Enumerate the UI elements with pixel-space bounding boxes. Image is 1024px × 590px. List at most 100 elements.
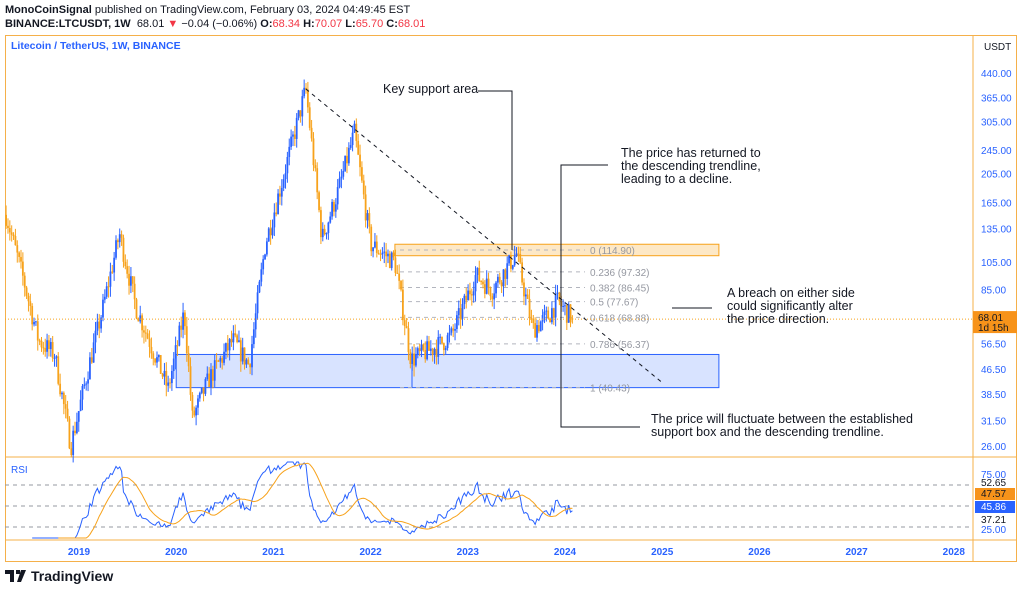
candle-body bbox=[442, 343, 445, 351]
candle-body bbox=[31, 306, 34, 325]
price-tick: 46.50 bbox=[981, 365, 1006, 376]
candle-body bbox=[75, 421, 78, 434]
candle-body bbox=[55, 356, 58, 358]
candle-body bbox=[89, 357, 91, 380]
close-label: C: bbox=[386, 18, 398, 30]
symbol: BINANCE:LTCUSDT, 1W bbox=[5, 18, 131, 30]
time-tick: 2021 bbox=[262, 547, 285, 558]
candle-body bbox=[7, 225, 9, 229]
candle-body bbox=[215, 360, 218, 362]
candle-body bbox=[433, 348, 436, 355]
candle-body bbox=[284, 173, 287, 180]
candle-body bbox=[40, 340, 43, 348]
candle-body bbox=[467, 290, 469, 301]
candle-body bbox=[357, 140, 360, 155]
tradingview-logo-icon bbox=[5, 570, 26, 582]
key-support-connector bbox=[478, 90, 513, 250]
candle-body bbox=[135, 299, 138, 319]
time-tick: 2020 bbox=[165, 547, 188, 558]
candle-body bbox=[353, 123, 356, 133]
candle-body bbox=[139, 315, 142, 322]
candle-body bbox=[228, 339, 231, 351]
candle-body bbox=[452, 328, 455, 331]
candle-body bbox=[349, 145, 352, 148]
candle-body bbox=[230, 339, 233, 343]
candle-body bbox=[379, 253, 382, 255]
fib-level-label: 0.5 (77.67) bbox=[590, 298, 638, 309]
candle-body bbox=[416, 348, 419, 355]
change: −0.04 (−0.06%) bbox=[181, 18, 258, 30]
candle-body bbox=[556, 292, 559, 294]
candle-body bbox=[422, 344, 425, 350]
candle-body bbox=[238, 340, 240, 342]
candle-body bbox=[493, 293, 496, 300]
candle-body bbox=[500, 282, 503, 287]
candle-body bbox=[35, 321, 37, 323]
candle-body bbox=[44, 347, 47, 352]
candle-body bbox=[169, 382, 171, 384]
candle-body bbox=[470, 294, 473, 296]
price-tick: 365.00 bbox=[981, 94, 1012, 105]
candle-body bbox=[234, 333, 237, 336]
candle-body bbox=[282, 179, 285, 188]
candle-body bbox=[320, 210, 322, 238]
candle-body bbox=[400, 280, 402, 290]
candle-body bbox=[394, 257, 397, 273]
candle-body bbox=[273, 212, 276, 228]
annotation-returned: The price has returned to the descending… bbox=[621, 147, 761, 186]
rsi-label[interactable]: RSI bbox=[11, 465, 28, 476]
candle-body bbox=[478, 267, 481, 281]
rsi-value-label: 47.57 bbox=[981, 489, 1006, 500]
tradingview-logo[interactable]: TradingView bbox=[5, 568, 113, 584]
candle-body bbox=[552, 308, 555, 318]
candle-body bbox=[562, 305, 564, 307]
candle-body bbox=[355, 123, 358, 141]
candle-body bbox=[359, 154, 361, 168]
price-tick: 245.00 bbox=[981, 146, 1012, 157]
text-line: leading to a decline. bbox=[621, 172, 733, 186]
candle-body bbox=[66, 408, 69, 419]
candle-body bbox=[12, 234, 15, 237]
candle-body bbox=[428, 341, 430, 351]
candle-body bbox=[25, 287, 28, 296]
candle-body bbox=[133, 283, 136, 300]
candle-body bbox=[310, 127, 313, 139]
candle-body bbox=[346, 155, 348, 164]
candle-body bbox=[252, 329, 255, 345]
candle-body bbox=[558, 292, 561, 302]
candle-body bbox=[226, 343, 229, 351]
price-tick: 305.00 bbox=[981, 117, 1012, 128]
candle-body bbox=[211, 369, 214, 381]
currency-label[interactable]: USDT bbox=[984, 42, 1012, 53]
rsi-value-label: 52.65 bbox=[981, 478, 1006, 489]
candle-body bbox=[5, 214, 7, 226]
candle-body bbox=[361, 167, 363, 181]
candle-body bbox=[321, 228, 324, 238]
candle-body bbox=[243, 347, 246, 365]
candle-body bbox=[124, 261, 127, 267]
price-tick: 26.00 bbox=[981, 442, 1006, 453]
candle-body bbox=[439, 336, 442, 338]
time-tick: 2025 bbox=[651, 547, 674, 558]
candle-body bbox=[81, 385, 84, 400]
time-tick: 2026 bbox=[748, 547, 771, 558]
candle-body bbox=[38, 340, 41, 342]
candle-body bbox=[94, 330, 97, 343]
candle-body bbox=[549, 318, 551, 323]
candle-body bbox=[431, 348, 434, 355]
candle-body bbox=[189, 366, 192, 395]
candle-body bbox=[474, 274, 477, 292]
candle-body bbox=[241, 347, 244, 362]
candle-body bbox=[131, 276, 134, 284]
candle-body bbox=[122, 237, 125, 262]
annotation-fluctuate: The price will fluctuate between the est… bbox=[651, 413, 913, 439]
candle-body bbox=[411, 353, 414, 365]
candle-body bbox=[415, 354, 417, 366]
author[interactable]: MonoCoinSignal bbox=[5, 4, 92, 16]
candle-body bbox=[260, 269, 263, 282]
time-tick: 2019 bbox=[68, 547, 91, 558]
last-price: 68.01 bbox=[136, 18, 165, 30]
resistance-box bbox=[394, 243, 720, 257]
candle-body bbox=[18, 252, 21, 257]
